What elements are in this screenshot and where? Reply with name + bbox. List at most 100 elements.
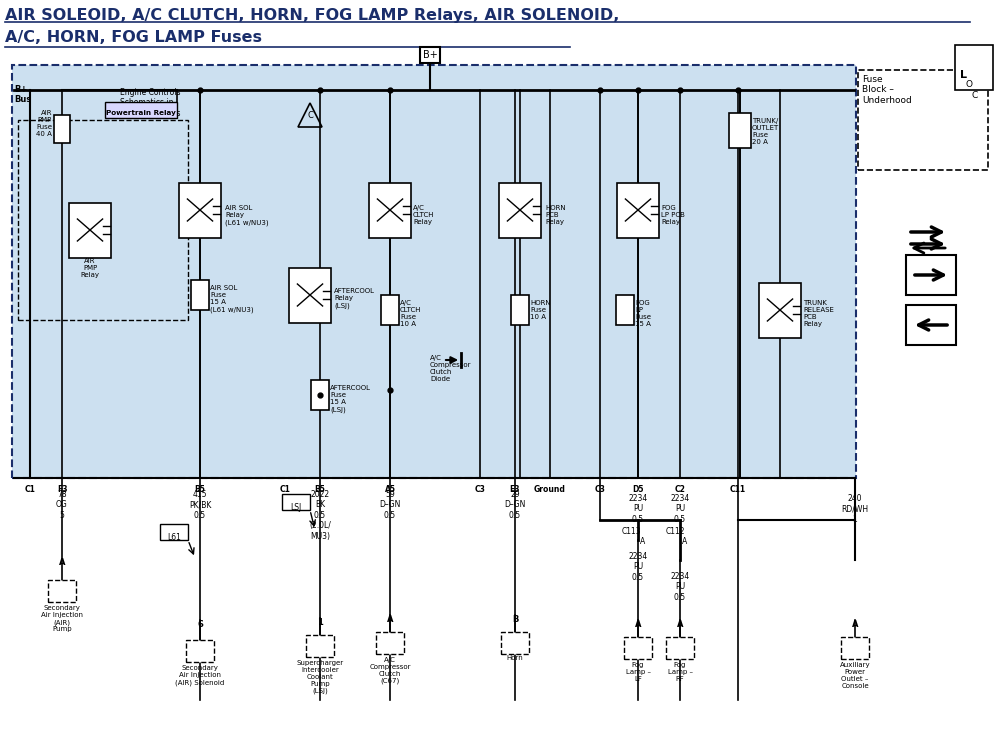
Text: FOG
LP
Fuse
15 A: FOG LP Fuse 15 A [635,300,651,327]
Bar [105,102,177,118]
Text: A: A [852,620,858,629]
Bar [12,65,856,478]
Bar [906,255,956,295]
Text: O: O [966,80,973,89]
Text: AIR
PMP
Relay: AIR PMP Relay [80,258,100,278]
Text: B+
Bus: B+ Bus [14,85,31,105]
Text: TRUNK
RELEASE
PCB
Relay: TRUNK RELEASE PCB Relay [803,300,834,327]
Bar [759,283,801,337]
Bar [624,637,652,659]
Text: E3: E3 [510,485,520,494]
Text: 240
RD/WH
1: 240 RD/WH 1 [841,494,869,524]
Text: AIR
PMP
Fuse
40 A: AIR PMP Fuse 40 A [36,110,52,137]
Text: B+: B+ [423,50,437,60]
Text: HORN
Fuse
10 A: HORN Fuse 10 A [530,300,551,320]
Text: A: A [59,558,65,567]
Text: AIR SOL
Relay
(L61 w/NU3): AIR SOL Relay (L61 w/NU3) [225,205,269,225]
Bar [499,183,541,238]
Bar [186,640,214,662]
Text: Auxiliary
Power
Outlet –
Console: Auxiliary Power Outlet – Console [840,662,870,689]
Text: A/C
Compressor
Clutch
(C67): A/C Compressor Clutch (C67) [369,657,411,684]
Text: Fuse
Block –
Underhood: Fuse Block – Underhood [862,75,912,105]
Text: AFTERCOOL
Fuse
15 A
(LSJ): AFTERCOOL Fuse 15 A (LSJ) [330,385,371,412]
Text: A: A [635,620,641,629]
Text: A/C
CLTCH
Fuse
10 A: A/C CLTCH Fuse 10 A [400,300,422,327]
Text: C11: C11 [730,485,746,494]
Text: 29
D–GN
0.5: 29 D–GN 0.5 [504,490,526,520]
Text: TRUNK/
OUTLET
Fuse
20 A: TRUNK/ OUTLET Fuse 20 A [752,118,779,145]
Bar [282,494,310,510]
Text: AFTERCOOL
Relay
(LSJ): AFTERCOOL Relay (LSJ) [334,288,375,308]
Text: A5: A5 [384,485,396,494]
Text: B5: B5 [195,485,205,494]
Bar [616,295,634,325]
Text: 6: 6 [197,620,203,629]
Text: AIR SOLEOID, A/C CLUTCH, HORN, FOG LAMP Relays, AIR SOLENOID,: AIR SOLEOID, A/C CLUTCH, HORN, FOG LAMP … [5,8,619,23]
Text: AIR SOL
Fuse
15 A
(L61 w/NU3): AIR SOL Fuse 15 A (L61 w/NU3) [210,285,254,313]
Text: A: A [387,615,393,624]
Text: Secondary
Air Injection
(AIR)
Pump: Secondary Air Injection (AIR) Pump [41,605,83,633]
Text: A: A [677,620,683,629]
Text: A/C
Compressor
Clutch
Diode: A/C Compressor Clutch Diode [430,355,472,382]
Text: 59
D–GN
0.5: 59 D–GN 0.5 [379,490,401,520]
Bar [369,183,411,238]
Text: C3: C3 [475,485,485,494]
Text: C3: C3 [595,485,605,494]
Bar [906,305,956,345]
Text: C2: C2 [675,485,685,494]
Text: Fog
Lamp –
LF: Fog Lamp – LF [626,662,650,682]
Text: Horn: Horn [507,655,523,661]
Bar [18,120,188,320]
Text: A: A [682,537,687,546]
Text: Fog
Lamp –
RF: Fog Lamp – RF [668,662,692,682]
Bar [311,380,329,410]
Text: D5: D5 [632,485,644,494]
Text: C: C [307,111,313,120]
Bar [729,112,751,147]
Bar [48,580,76,602]
Text: 2234
PU
0.5: 2234 PU 0.5 [670,572,690,602]
Text: C113: C113 [622,527,642,536]
Bar [511,295,529,325]
Text: C1: C1 [25,485,35,494]
Bar [376,632,404,654]
Text: A/C, HORN, FOG LAMP Fuses: A/C, HORN, FOG LAMP Fuses [5,30,262,45]
Text: FOG
LP PCB
Relay: FOG LP PCB Relay [661,205,685,225]
Bar [955,45,993,90]
Text: C112: C112 [666,527,686,536]
Bar [191,280,209,310]
Bar [858,70,988,170]
Text: LSJ: LSJ [290,503,302,512]
Text: 2234
PU
0.5: 2234 PU 0.5 [628,552,648,582]
Bar [160,524,188,540]
Text: Secondary
Air Injection
(AIR) Solenoid: Secondary Air Injection (AIR) Solenoid [175,665,225,685]
Text: 2234
PU
0.5: 2234 PU 0.5 [670,494,690,524]
Text: 415
PK/BK
0.5: 415 PK/BK 0.5 [189,490,211,520]
Bar [54,115,70,143]
Text: Supercharger
Intercooler
Coolant
Pump
(LSJ): Supercharger Intercooler Coolant Pump (L… [296,660,344,694]
Bar [179,183,221,238]
Text: B5: B5 [315,485,325,494]
Text: B: B [512,615,518,624]
Bar [501,632,529,654]
Bar [381,295,399,325]
Text: F3: F3 [57,485,67,494]
Text: 2234
PU
0.5: 2234 PU 0.5 [628,494,648,524]
Bar [617,183,659,238]
Text: C: C [972,91,978,100]
Bar [289,268,331,322]
Text: A/C
CLTCH
Relay: A/C CLTCH Relay [413,205,434,225]
Bar [69,203,111,257]
Text: 78
OG
5: 78 OG 5 [56,490,68,520]
Text: Powertrain Relay: Powertrain Relay [106,110,176,116]
Text: A: A [640,537,645,546]
Bar [666,637,694,659]
Text: Ground: Ground [534,485,566,494]
Text: 1: 1 [317,618,323,627]
Text: L: L [960,70,967,80]
Text: HORN
PCB
Relay: HORN PCB Relay [545,205,566,225]
Text: 2022
BK
0.5
(2.0L/
MU3): 2022 BK 0.5 (2.0L/ MU3) [309,490,331,541]
Text: L61: L61 [167,533,181,542]
Text: Engine Controls
Schematics in
Engine Controls: Engine Controls Schematics in Engine Con… [120,88,180,117]
Text: C1: C1 [280,485,290,494]
